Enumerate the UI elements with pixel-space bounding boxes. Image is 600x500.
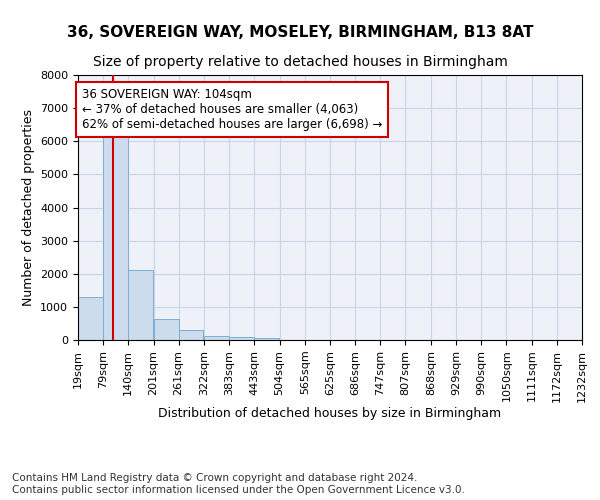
Bar [103, 124, 128, 340]
Bar [179, 330, 203, 340]
Text: Contains HM Land Registry data © Crown copyright and database right 2024.
Contai: Contains HM Land Registry data © Crown c… [12, 474, 465, 495]
Text: Size of property relative to detached houses in Birmingham: Size of property relative to detached ho… [92, 55, 508, 69]
Bar [78, 297, 103, 340]
Bar [154, 319, 179, 340]
Text: 36, SOVEREIGN WAY, MOSELEY, BIRMINGHAM, B13 8AT: 36, SOVEREIGN WAY, MOSELEY, BIRMINGHAM, … [67, 25, 533, 40]
Bar [254, 338, 279, 340]
Y-axis label: Number of detached properties: Number of detached properties [22, 109, 35, 306]
X-axis label: Distribution of detached houses by size in Birmingham: Distribution of detached houses by size … [158, 408, 502, 420]
Bar [128, 270, 153, 340]
Text: 36 SOVEREIGN WAY: 104sqm
← 37% of detached houses are smaller (4,063)
62% of sem: 36 SOVEREIGN WAY: 104sqm ← 37% of detach… [82, 88, 383, 131]
Bar [204, 336, 229, 340]
Bar [229, 338, 254, 340]
